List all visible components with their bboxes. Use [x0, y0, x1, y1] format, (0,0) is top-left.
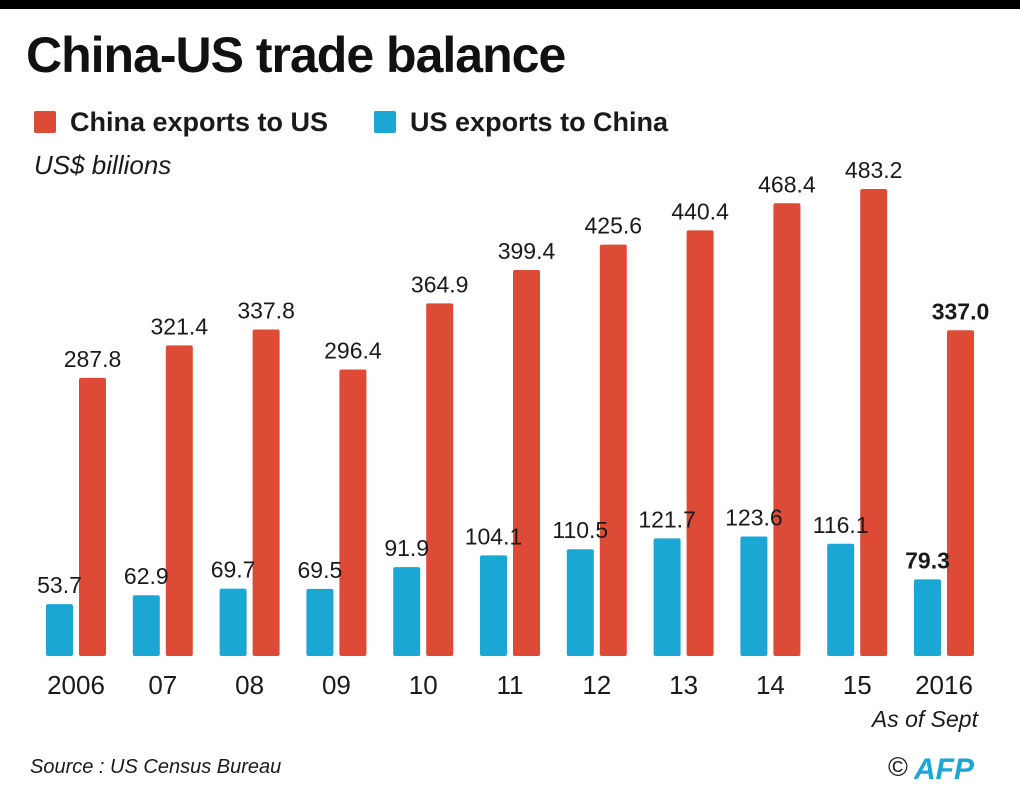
afp-logo-text: AFP	[914, 753, 975, 783]
value-label-china-2016: 337.0	[932, 298, 990, 324]
x-tick-label-07: 07	[148, 670, 177, 700]
x-tick-label-08: 08	[235, 670, 264, 700]
bar-china-14	[773, 203, 801, 656]
units-label: US$ billions	[34, 150, 172, 180]
value-label-us-12: 110.5	[552, 517, 608, 543]
legend-label-us: US exports to China	[410, 106, 669, 137]
value-label-china-12: 425.6	[585, 213, 643, 239]
value-label-us-08: 69.7	[211, 557, 256, 583]
source-note: Source : US Census Bureau	[30, 756, 282, 778]
bar-us-2016	[914, 579, 941, 656]
bar-us-09	[306, 588, 334, 656]
legend-label-china: China exports to US	[70, 106, 329, 137]
value-label-china-15: 483.2	[845, 157, 903, 183]
value-label-china-13: 440.4	[671, 198, 729, 224]
bar-china-12	[599, 244, 627, 656]
bar-china-13	[686, 230, 714, 657]
bar-china-2016	[947, 330, 974, 656]
x-tick-label-09: 09	[322, 670, 351, 700]
legend-swatch-china	[34, 111, 56, 133]
partial-year-note: As of Sept	[871, 706, 978, 732]
x-tick-label-15: 15	[843, 670, 872, 700]
bar-us-14	[740, 536, 768, 656]
legend: China exports to US US exports to China	[34, 104, 714, 140]
bar-china-08	[252, 329, 280, 656]
legend-swatch-us	[374, 111, 397, 133]
value-label-china-2006: 287.8	[64, 346, 122, 372]
value-label-us-13: 121.7	[638, 506, 696, 532]
bar-china-07	[165, 345, 193, 656]
value-label-us-15: 116.1	[813, 512, 869, 538]
bar-china-15	[860, 189, 888, 656]
value-label-us-2016: 79.3	[905, 547, 950, 573]
bar-us-12	[566, 549, 594, 656]
x-tick-label-12: 12	[582, 670, 611, 700]
value-label-china-10: 364.9	[411, 271, 469, 297]
afp-logo-icon: AFP	[914, 753, 975, 783]
bar-us-15	[827, 543, 855, 656]
value-label-china-07: 321.4	[151, 313, 209, 339]
value-label-us-11: 104.1	[465, 523, 523, 549]
value-label-china-11: 399.4	[498, 238, 556, 264]
x-tick-label-2006: 2006	[47, 670, 105, 700]
top-rule	[0, 0, 1020, 9]
value-label-us-2006: 53.7	[37, 572, 82, 598]
value-label-china-09: 296.4	[324, 338, 382, 364]
value-label-china-08: 337.8	[237, 298, 295, 324]
copyright-symbol: ©	[888, 752, 908, 782]
bar-us-10	[393, 567, 421, 656]
bar-us-2006	[46, 604, 73, 656]
bar-china-2006	[79, 377, 106, 656]
x-tick-label-10: 10	[409, 670, 438, 700]
bar-china-11	[513, 269, 540, 656]
value-label-china-14: 468.4	[758, 171, 816, 197]
x-tick-label-11: 11	[497, 670, 524, 700]
value-label-us-09: 69.5	[298, 557, 343, 583]
bar-us-08	[219, 588, 247, 656]
bar-us-07	[132, 595, 160, 656]
bar-china-10	[426, 303, 454, 656]
bar-china-09	[339, 369, 367, 656]
legend-item-china: China exports to US	[34, 107, 328, 138]
bar-us-13	[653, 538, 681, 656]
value-label-us-10: 91.9	[384, 535, 429, 561]
x-tick-label-13: 13	[669, 670, 698, 700]
bar-us-11	[480, 555, 507, 656]
value-label-us-14: 123.6	[725, 505, 783, 531]
chart-title: China-US trade balance	[26, 27, 566, 83]
value-label-us-07: 62.9	[124, 563, 169, 589]
x-tick-label-14: 14	[756, 670, 785, 700]
legend-item-us: US exports to China	[374, 107, 668, 138]
copyright: © AFP	[888, 752, 988, 783]
x-tick-label-2016: 2016	[915, 670, 973, 700]
